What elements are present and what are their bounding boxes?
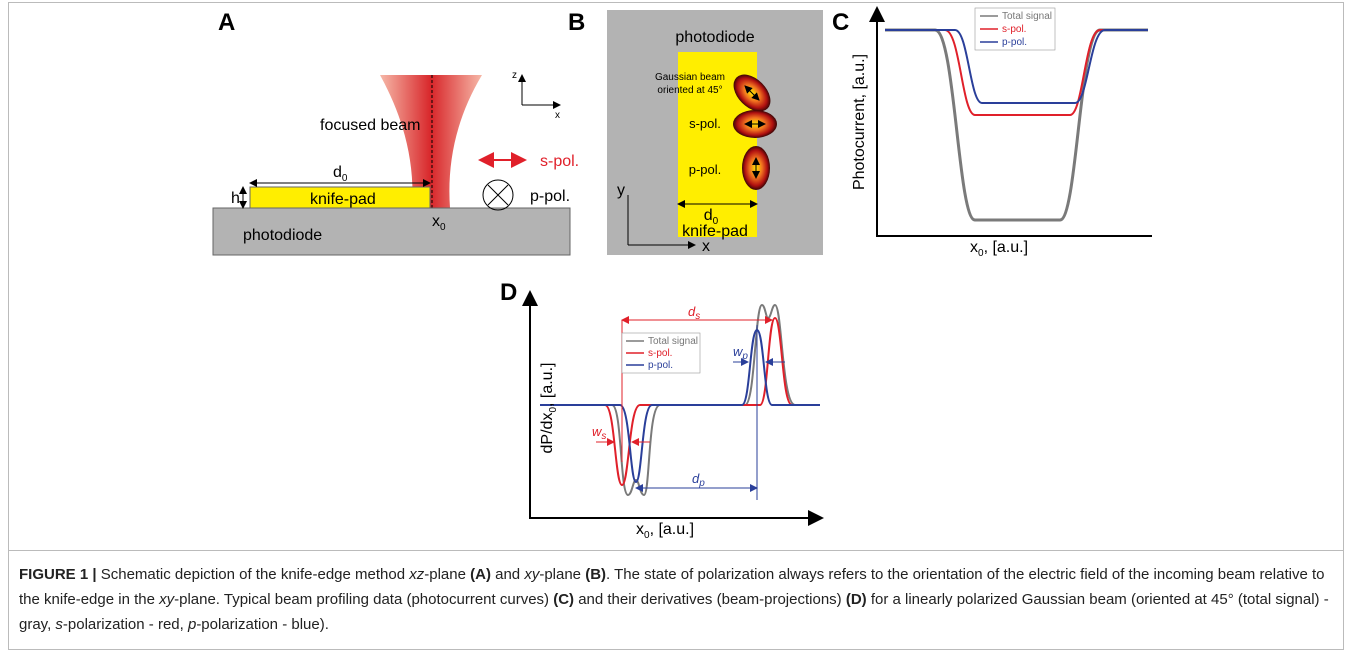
caption-run: and their derivatives (beam-projections) xyxy=(574,591,846,608)
axis-z-label: z xyxy=(512,70,517,81)
s-pol-label: s-pol. xyxy=(689,116,721,131)
legend-label: s-pol. xyxy=(1002,24,1026,35)
panel-label: C xyxy=(832,9,849,36)
legend-label: s-pol. xyxy=(648,348,672,359)
caption-run: s xyxy=(55,616,63,633)
caption-run: (C) xyxy=(553,591,575,608)
caption-run: -plane xyxy=(539,566,586,583)
panel-a: A focused beam d0 h knife-pad x0 photodi… xyxy=(212,9,579,256)
beam xyxy=(380,75,482,208)
legend-label: p-pol. xyxy=(1002,37,1027,48)
s-pol-label: s-pol. xyxy=(540,153,579,170)
legend-label: Total signal xyxy=(648,336,698,347)
caption-run: (D) xyxy=(845,591,867,608)
caption-run: (A) xyxy=(470,566,491,583)
s-curve xyxy=(885,29,1148,116)
panel-b: B photodiode Gaussian beam oriented at 4… xyxy=(568,9,823,255)
panel-c: C Total signal s-pol. p-pol. Photocurren… xyxy=(832,6,1152,259)
photodiode xyxy=(212,207,571,256)
substrate-label: photodiode xyxy=(243,227,322,244)
caption-run: -plane xyxy=(424,566,471,583)
legend-label: p-pol. xyxy=(648,360,673,371)
caption-run: . The state of polarization always refer… xyxy=(19,566,1325,608)
ds-label: ds xyxy=(688,304,700,322)
position-label: x0 xyxy=(432,213,446,233)
beam-note: oriented at 45° xyxy=(657,85,722,96)
panel-label: B xyxy=(568,9,585,36)
ws-label: ws xyxy=(592,424,606,442)
substrate-label: photodiode xyxy=(675,29,754,46)
x-axis-label: x0, [a.u.] xyxy=(970,239,1028,259)
caption-run: FIGURE 1 | xyxy=(19,566,101,583)
y-axis-label: dP/dx0, [a.u.] xyxy=(539,363,559,454)
caption-run: -plane. Typical beam profiling data (pho… xyxy=(174,591,554,608)
panel-d: D ds dp ws wp Total signal s-pol. p-pol.… xyxy=(500,279,824,541)
width-label: d0 xyxy=(333,164,348,184)
x-axis-label: x0, [a.u.] xyxy=(636,521,694,541)
p-curve xyxy=(885,29,1148,104)
legend-label: Total signal xyxy=(1002,11,1052,22)
p-pol-symbol xyxy=(482,179,514,211)
p-pol-label: p-pol. xyxy=(530,188,570,205)
axis-x-label: x xyxy=(702,238,710,255)
polarization-arrow xyxy=(744,85,760,101)
p-pol-cross xyxy=(487,184,509,206)
y-axis-label: Photocurrent, [a.u.] xyxy=(851,54,868,190)
caption-run: xy xyxy=(524,566,540,583)
axis-y-label: y xyxy=(617,182,625,199)
caption-run: Schematic depiction of the knife-edge me… xyxy=(100,566,410,583)
dp-label: dp xyxy=(692,471,705,489)
p-curve xyxy=(540,328,820,484)
panel-label: A xyxy=(218,9,235,36)
caption-run: xy xyxy=(159,591,175,608)
panel-label: D xyxy=(500,279,517,306)
wp-label: wp xyxy=(733,344,748,362)
figure-frame xyxy=(8,2,1344,650)
beam-note: Gaussian beam xyxy=(655,72,725,83)
p-pol-label: p-pol. xyxy=(689,162,722,177)
width-label: d0 xyxy=(704,207,719,227)
caption-run: -polarization - blue). xyxy=(196,616,329,633)
caption: FIGURE 1 | Schematic depiction of the kn… xyxy=(19,562,1339,637)
axis-x-label: x xyxy=(555,110,560,121)
beam-label: focused beam xyxy=(320,117,421,134)
height-label: h xyxy=(231,190,240,207)
caption-run: xz xyxy=(409,566,425,583)
knife-pad xyxy=(249,186,431,209)
caption-run: and xyxy=(490,566,525,583)
pad-label: knife-pad xyxy=(682,223,748,240)
caption-run: for a linearly polarized Gaussian beam (… xyxy=(19,591,1329,633)
s-curve xyxy=(540,316,820,487)
caption-run: (B) xyxy=(585,566,607,583)
caption-run: -polarization - red, xyxy=(62,616,188,633)
pad-label: knife-pad xyxy=(310,191,376,208)
figure: A focused beam d0 h knife-pad x0 photodi… xyxy=(212,6,1152,541)
caption-rule xyxy=(8,550,1344,551)
caption-run: p xyxy=(187,616,197,633)
total-curve xyxy=(885,28,1148,222)
